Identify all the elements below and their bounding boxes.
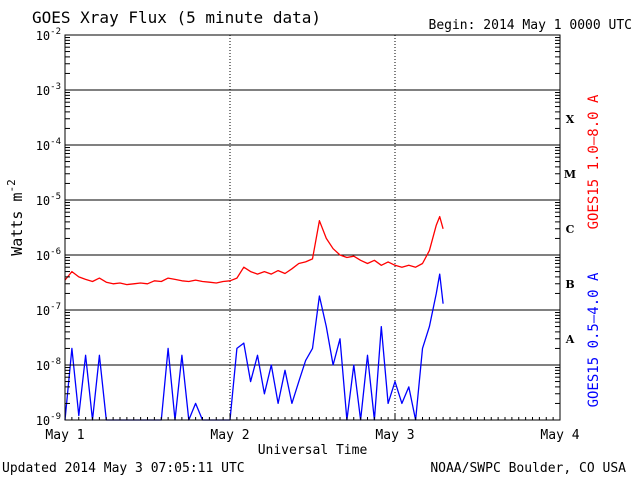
axis-layer: 10-9 10-8 10-7 10-6 10-5 10-4 10-3 10-2 May 1 May…: [5, 27, 580, 458]
y-tick-label: 10-6: [36, 247, 61, 263]
flare-class-label: A: [565, 333, 575, 346]
y-tick-label: 10-2: [36, 27, 61, 43]
credit-label: NOAA/SWPC Boulder, CO USA: [430, 461, 626, 476]
legend-entry-2: GOES15 0.5–4.0 A: [586, 272, 602, 407]
plot-frame: [64, 34, 561, 421]
flare-class-label: B: [565, 278, 574, 291]
y-tick-label: 10-9: [36, 412, 61, 428]
flare-class-label: X: [566, 113, 575, 126]
series-layer: [64, 215, 444, 421]
updated-timestamp: Updated 2014 May 3 07:05:11 UTC: [2, 461, 245, 476]
y-tick-label: 10-5: [36, 192, 61, 208]
y-tick-label: 10-8: [36, 357, 61, 373]
begin-time-label: Begin: 2014 May 1 0000 UTC: [428, 18, 633, 33]
series-line-2: [64, 273, 444, 421]
legend-entry-1: GOES15 1.0–8.0 A: [586, 94, 602, 229]
grid-layer: [65, 34, 560, 421]
y-axis-label: Watts m-2: [5, 179, 26, 255]
x-tick-label: May 3: [375, 428, 414, 443]
y-tick-label: 10-3: [36, 82, 61, 98]
x-tick-label: May 1: [45, 428, 84, 443]
legend-layer: GOES15 1.0–8.0 A GOES15 0.5–4.0 A: [586, 94, 602, 407]
y-tick-label: 10-4: [36, 137, 61, 153]
series-line-1: [64, 215, 444, 286]
x-tick-label: May 4: [540, 428, 579, 443]
x-tick-label: May 2: [210, 428, 249, 443]
x-axis-label: Universal Time: [258, 443, 368, 458]
flare-class-label: M: [564, 168, 576, 181]
chart-title: GOES Xray Flux (5 minute data): [32, 8, 321, 27]
flare-class-label: C: [566, 223, 575, 236]
y-tick-label: 10-7: [36, 302, 61, 318]
